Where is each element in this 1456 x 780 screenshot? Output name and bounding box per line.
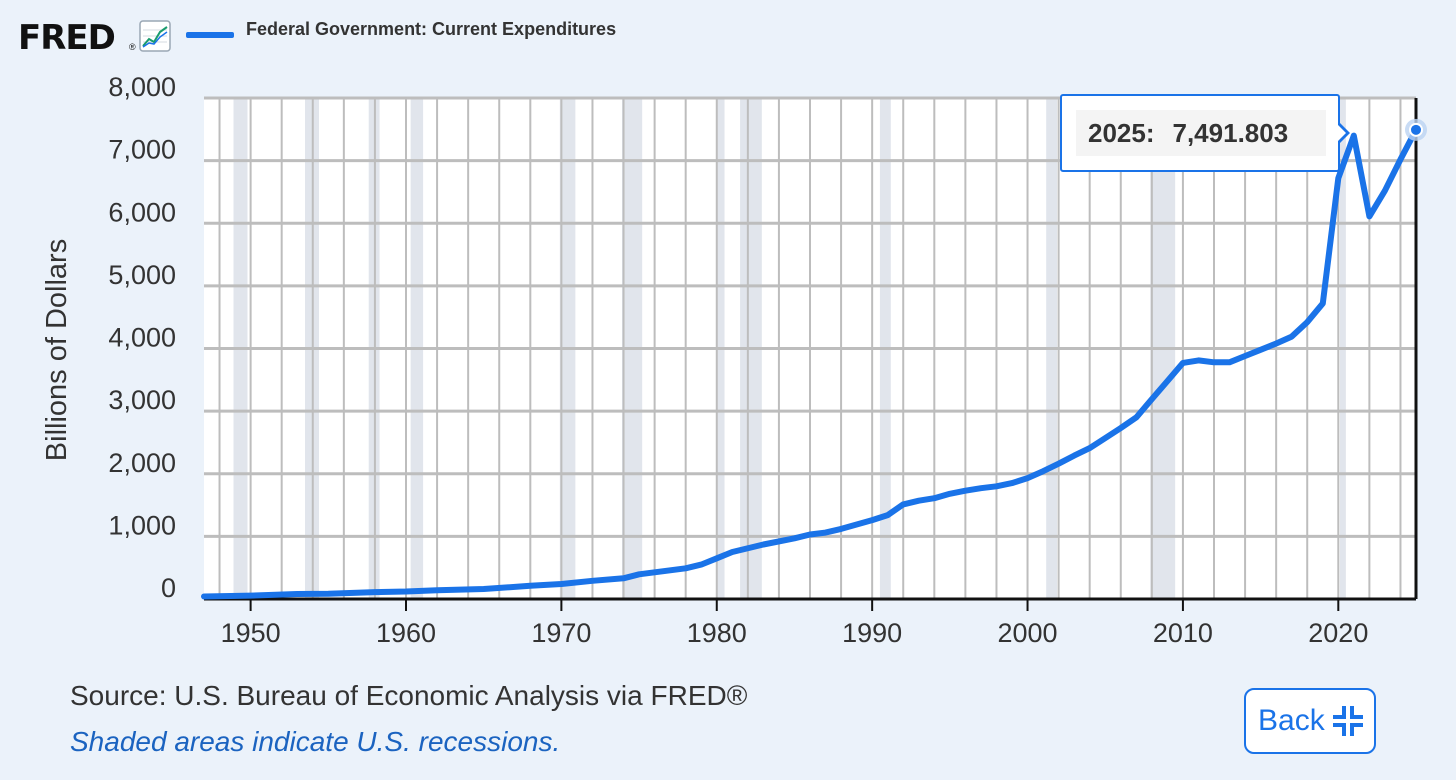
y-tick-label: 3,000: [108, 385, 176, 415]
data-series[interactable]: [201, 118, 1427, 600]
x-tick-label: 1950: [221, 618, 281, 648]
collapse-icon: [1332, 706, 1363, 736]
y-axis-label: Billions of Dollars: [41, 239, 73, 461]
series-line[interactable]: [201, 126, 1419, 600]
x-tick-label: 1960: [376, 618, 436, 648]
tooltip-pointer-inner: [1336, 123, 1346, 143]
x-tick-label: 1990: [842, 618, 902, 648]
line-chart: 0 1,000 2,000 3,000 4,000 5,000 6,000 7,000 8,00…: [41, 72, 1427, 648]
fred-logo[interactable]: FRED: [18, 18, 116, 58]
y-tick-label: 7,000: [108, 135, 176, 165]
data-tooltip: 2025: 7,491.803: [1060, 94, 1340, 172]
y-tick-label: 8,000: [108, 72, 176, 102]
chart-header: FRED ® Federal Government: Current Expen…: [18, 14, 1218, 58]
back-button[interactable]: Back: [1244, 688, 1376, 754]
chart-line-icon: [139, 20, 171, 52]
x-tick-label: 2020: [1308, 618, 1368, 648]
y-tick-labels: 0 1,000 2,000 3,000 4,000 5,000 6,000 7,000 8,00…: [108, 72, 176, 603]
y-tick-label: 6,000: [108, 197, 176, 227]
x-tick-label: 1980: [687, 618, 747, 648]
tooltip-content: 2025: 7,491.803: [1076, 110, 1326, 156]
source-text: Source: U.S. Bureau of Economic Analysis…: [70, 680, 748, 711]
y-tick-label: 2,000: [108, 448, 176, 478]
legend-swatch: [186, 32, 234, 38]
x-tick-label: 2010: [1153, 618, 1213, 648]
legend-label[interactable]: Federal Government: Current Expenditures: [246, 19, 617, 39]
tooltip-year: 2025:: [1088, 117, 1155, 148]
y-tick-label: 4,000: [108, 323, 176, 353]
y-tick-label: 1,000: [108, 510, 176, 540]
x-tick-label: 2000: [997, 618, 1057, 648]
recession-note: Shaded areas indicate U.S. recessions.: [70, 726, 561, 757]
highlight-point[interactable]: [1409, 122, 1423, 137]
tooltip-value: 7,491.803: [1172, 117, 1289, 148]
back-button-label: Back: [1258, 704, 1325, 737]
x-tick-label: 1970: [531, 618, 591, 648]
x-tick-labels: 1950 1960 1970 1980 1990 2000 2010 2020: [221, 618, 1369, 648]
fred-registered-mark: ®: [129, 42, 136, 52]
y-tick-label: 0: [161, 573, 176, 603]
y-tick-label: 5,000: [108, 260, 176, 290]
axes: [204, 98, 1418, 611]
